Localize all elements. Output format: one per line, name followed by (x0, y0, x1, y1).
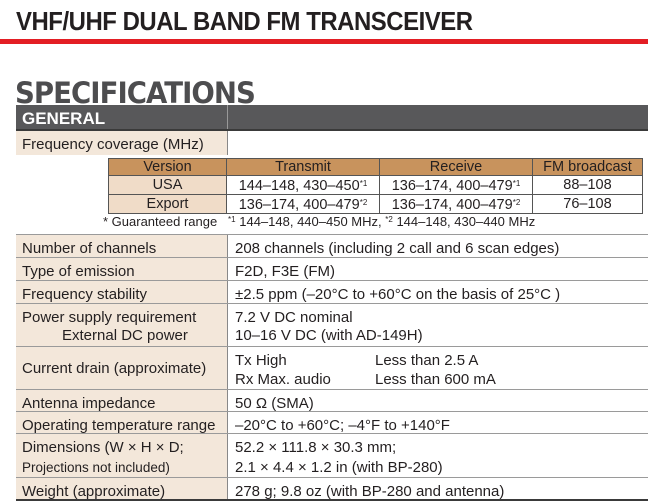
footnote: * Guaranteed range *1 144–148, 440–450 M… (103, 214, 535, 229)
footnote-text: 144–148, 440–450 MHz, (239, 214, 382, 229)
table-header-row: Version Transmit Receive FM broadcast (108, 158, 643, 176)
spec-value: Tx High Less than 2.5 A Rx Max. audio Less… (235, 347, 496, 390)
footnote-text: 144–148, 430–440 MHz (396, 214, 536, 229)
spec-value: 52.2 × 111.8 × 30.3 mm; 2.1 × 4.4 × 1.2 i… (235, 434, 443, 478)
spec-label: Frequency coverage (MHz) (16, 131, 228, 155)
receive-cell: 136–174, 400–479*1 (379, 175, 533, 195)
footnote-ref: *2 (385, 215, 393, 224)
spec-value: 208 channels (including 2 call and 6 sca… (235, 240, 560, 257)
spec-value: 50 Ω (SMA) (235, 395, 314, 412)
spec-label: Dimensions (W × H × D; Projections not in… (16, 434, 228, 477)
spec-value: 7.2 V DC nominal 10–16 V DC (with AD-149H… (235, 304, 423, 346)
spec-label: Number of channels (16, 235, 228, 257)
footnote-ref: *1 (359, 179, 368, 188)
transmit-value: 136–174, 400–479 (238, 197, 360, 213)
section-heading: SPECIFICATIONS (15, 76, 256, 110)
spec-label: Weight (approximate) (16, 478, 228, 500)
footnote-ref: *1 (512, 179, 521, 188)
mode-label: Rx Max. audio (235, 371, 331, 388)
value-line: 10–16 V DC (with AD-149H) (235, 327, 423, 344)
spec-row-temperature: Operating temperature range –20°C to +60… (16, 412, 648, 434)
spec-row-antenna: Antenna impedance 50 Ω (SMA) (16, 390, 648, 412)
table-row: USA 144–148, 430–450*1 136–174, 400–479*… (108, 175, 643, 195)
spec-row-dimensions: Dimensions (W × H × D; Projections not in… (16, 434, 648, 478)
col-header: FM broadcast (532, 158, 643, 176)
spec-label: Antenna impedance (16, 390, 228, 412)
col-header: Receive (379, 158, 533, 176)
label-line: Dimensions (W × H × D; (22, 439, 184, 456)
transmit-cell: 136–174, 400–479*2 (226, 194, 380, 214)
label-line: External DC power (62, 327, 188, 344)
label-line: Projections not included) (22, 460, 170, 475)
fm-cell: 88–108 (532, 175, 643, 195)
page-title: VHF/UHF DUAL BAND FM TRANSCEIVER (16, 6, 473, 36)
spec-label: Current drain (approximate) (16, 347, 228, 389)
footnote-ref: *2 (512, 198, 521, 207)
value-line: 7.2 V DC nominal (235, 309, 353, 326)
general-header: GENERAL (16, 105, 648, 131)
mode-value: Less than 600 mA (375, 371, 496, 388)
mode-label: Tx High (235, 352, 287, 369)
table-bottom-rule (16, 499, 648, 501)
general-label: GENERAL (16, 105, 228, 129)
transmit-value: 144–148, 430–450 (238, 178, 360, 194)
title-underline (0, 39, 648, 44)
spec-value: ±2.5 ppm (–20°C to +60°C on the basis of… (235, 286, 561, 303)
receive-value: 136–174, 400–479 (391, 197, 513, 213)
spec-label: Operating temperature range (16, 412, 228, 434)
footnote-ref: *1 (228, 215, 236, 224)
spec-label: Type of emission (16, 258, 228, 280)
col-header: Version (108, 158, 227, 176)
label-line: Power supply requirement (22, 309, 197, 326)
spec-row-emission: Type of emission F2D, F3E (FM) (16, 258, 648, 281)
spec-row-current: Current drain (approximate) Tx High Less … (16, 347, 648, 390)
value-line: 52.2 × 111.8 × 30.3 mm; (235, 439, 397, 456)
table-row: Export 136–174, 400–479*2 136–174, 400–4… (108, 194, 643, 214)
fm-cell: 76–108 (532, 194, 643, 214)
spec-row-stability: Frequency stability ±2.5 ppm (–20°C to +… (16, 281, 648, 304)
spec-label: Frequency stability (16, 281, 228, 303)
footnote-text: * Guaranteed range (103, 214, 218, 229)
version-cell: Export (108, 194, 227, 214)
frequency-table: Version Transmit Receive FM broadcast US… (108, 158, 643, 214)
spec-value: 278 g; 9.8 oz (with BP-280 and antenna) (235, 483, 505, 500)
spec-row-frequency: Frequency coverage (MHz) (16, 131, 648, 155)
spec-row-power: Power supply requirement External DC powe… (16, 304, 648, 347)
value-line: 2.1 × 4.4 × 1.2 in (with BP-280) (235, 459, 443, 476)
version-cell: USA (108, 175, 227, 195)
transmit-cell: 144–148, 430–450*1 (226, 175, 380, 195)
spec-label: Power supply requirement External DC powe… (16, 304, 228, 346)
spec-value: –20°C to +60°C; –4°F to +140°F (235, 417, 450, 434)
receive-value: 136–174, 400–479 (391, 178, 513, 194)
footnote-ref: *2 (359, 198, 368, 207)
spec-row-weight: Weight (approximate) 278 g; 9.8 oz (with… (16, 478, 648, 500)
col-header: Transmit (226, 158, 380, 176)
receive-cell: 136–174, 400–479*2 (379, 194, 533, 214)
spec-row-channels: Number of channels 208 channels (includi… (16, 234, 648, 258)
spec-value: F2D, F3E (FM) (235, 263, 335, 280)
mode-value: Less than 2.5 A (375, 352, 479, 369)
